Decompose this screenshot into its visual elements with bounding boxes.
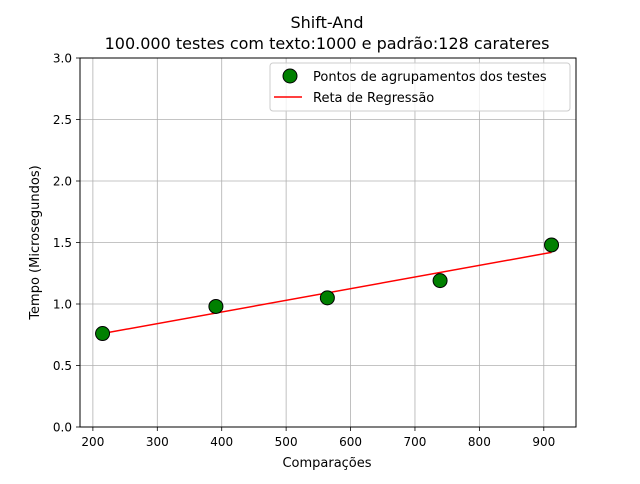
legend-label-points: Pontos de agrupamentos dos testes <box>313 70 547 85</box>
y-tick-label: 0.5 <box>53 359 72 373</box>
scatter-point <box>544 237 560 253</box>
y-tick-label: 3.0 <box>53 52 72 66</box>
legend-label-regression: Reta de Regressão <box>313 91 434 106</box>
x-tick-label: 200 <box>81 435 104 449</box>
legend-box <box>269 62 571 112</box>
x-tick-label: 800 <box>468 435 491 449</box>
series-layer <box>95 237 560 342</box>
y-tick-label: 2.0 <box>53 175 72 189</box>
x-axis-label: Comparações <box>282 456 371 471</box>
legend-scatter-marker <box>282 68 298 84</box>
plot-frame <box>79 57 577 428</box>
x-tick-label: 600 <box>339 435 362 449</box>
x-tick-label: 300 <box>146 435 169 449</box>
scatter-point <box>432 273 448 289</box>
y-tick-label: 1.5 <box>53 236 72 250</box>
chart-title: Shift-And <box>290 13 363 32</box>
x-tick-label: 700 <box>404 435 427 449</box>
legend: Pontos de agrupamentos dos testes Reta d… <box>269 62 571 112</box>
y-tick-label: 2.5 <box>53 113 72 127</box>
y-tick-label: 1.0 <box>53 298 72 312</box>
chart-subtitle: 100.000 testes com texto:1000 e padrão:1… <box>105 34 550 53</box>
scatter-point <box>208 298 224 314</box>
x-tick-label: 900 <box>532 435 555 449</box>
scatter-point <box>95 326 111 342</box>
y-tick-label: 0.0 <box>53 421 72 435</box>
scatter-point <box>319 290 335 306</box>
x-tick-label: 500 <box>275 435 298 449</box>
axis-ticks: 200 300 400 500 600 700 800 900 0.0 0.5 1.0 1.5 2.0 2… <box>53 52 555 450</box>
x-tick-label: 400 <box>210 435 233 449</box>
y-axis-label: Tempo (Microsegundos) <box>28 165 43 320</box>
